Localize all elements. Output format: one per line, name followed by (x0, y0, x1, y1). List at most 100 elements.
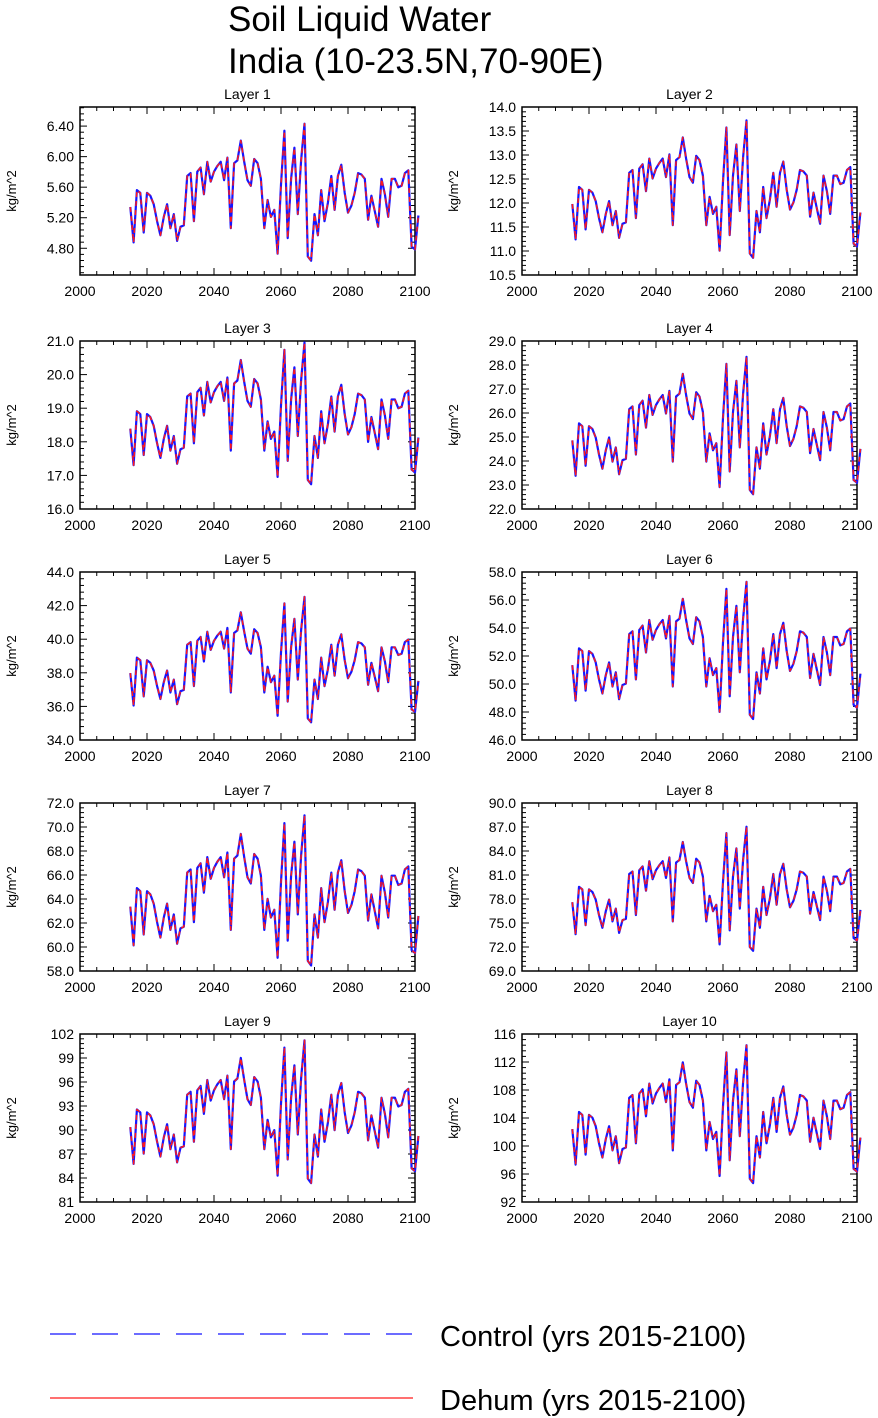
y-tick-label: 12.0 (489, 195, 516, 211)
panel-layer-6: Layer 6 kg/m^2 2000 2020 2040 2060 2080 2100 46.… (446, 551, 873, 764)
series-dehum-line (571, 581, 862, 720)
y-tick-label: 84 (58, 1170, 74, 1186)
x-tick-label: 2080 (332, 979, 363, 995)
x-tick-label: 2060 (707, 979, 738, 995)
series-control-line (571, 580, 862, 721)
legend-label-dehum: Dehum (yrs 2015-2100) (440, 1385, 746, 1417)
y-tick-label: 52.0 (489, 648, 516, 664)
y-axis-label: kg/m^2 (446, 866, 461, 908)
plot-frame (79, 1033, 416, 1203)
y-tick-label: 21.0 (47, 333, 74, 349)
y-tick-label: 50.0 (489, 676, 516, 692)
y-tick-label: 108 (493, 1082, 517, 1098)
series-dehum-line (571, 825, 862, 952)
y-tick-label: 81 (58, 1194, 74, 1210)
y-tick-label: 75.0 (489, 915, 516, 931)
panel-title: Layer 7 (224, 782, 271, 798)
series-dehum-line (571, 1044, 862, 1184)
y-tick-label: 72.0 (47, 795, 74, 811)
y-tick-label: 100 (493, 1138, 517, 1154)
y-tick-label: 84.0 (489, 843, 516, 859)
panel-title: Layer 6 (666, 551, 713, 567)
y-tick-label: 42.0 (47, 598, 74, 614)
y-tick-label: 44.0 (47, 564, 74, 580)
y-tick-label: 19.0 (47, 400, 74, 416)
x-tick-label: 2040 (198, 283, 229, 299)
panel-layer-4: Layer 4 kg/m^2 2000 2020 2040 2060 2080 2100 22.… (446, 320, 873, 533)
x-tick-label: 2080 (332, 748, 363, 764)
x-tick-label: 2020 (573, 748, 604, 764)
y-tick-label: 69.0 (489, 963, 516, 979)
x-tick-label: 2020 (131, 979, 162, 995)
panel-layer-9: Layer 9 kg/m^2 2000 2020 2040 2060 2080 2100 81 8… (4, 1013, 431, 1226)
panel-layer-8: Layer 8 kg/m^2 2000 2020 2040 2060 2080 2100 69.… (446, 782, 873, 995)
series-dehum-line (129, 122, 420, 262)
x-tick-label: 2020 (131, 517, 162, 533)
series-dehum-line (129, 814, 420, 967)
y-tick-label: 24.0 (489, 453, 516, 469)
y-tick-label: 60.0 (47, 939, 74, 955)
series-control-line (129, 595, 420, 724)
x-tick-label: 2080 (332, 517, 363, 533)
x-tick-label: 2000 (506, 517, 537, 533)
y-tick-label: 20.0 (47, 367, 74, 383)
y-axis-label: kg/m^2 (446, 1097, 461, 1139)
x-tick-label: 2060 (265, 283, 296, 299)
x-tick-label: 2040 (640, 979, 671, 995)
y-axis-label: kg/m^2 (446, 170, 461, 212)
y-tick-label: 13.0 (489, 147, 516, 163)
plot-frame (79, 340, 416, 510)
x-tick-label: 2080 (332, 1210, 363, 1226)
panel-layer-2: Layer 2 kg/m^2 2000 2020 2040 2060 2080 2100 10.… (446, 86, 873, 299)
x-tick-label: 2000 (506, 979, 537, 995)
y-tick-label: 102 (51, 1026, 75, 1042)
series-control-line (571, 1044, 862, 1185)
series-control-line (571, 355, 862, 496)
y-tick-label: 112 (494, 1054, 517, 1070)
panel-title: Layer 8 (666, 782, 713, 798)
series-control-line (129, 122, 420, 262)
panel-layer-5: Layer 5 kg/m^2 2000 2020 2040 2060 2080 2100 34.… (4, 551, 431, 764)
x-tick-label: 2100 (841, 979, 872, 995)
x-tick-label: 2060 (707, 1210, 738, 1226)
legend-label-control: Control (yrs 2015-2100) (440, 1321, 746, 1353)
x-tick-label: 2100 (399, 517, 430, 533)
legend: Control (yrs 2015-2100) Dehum (yrs 2015-… (50, 1321, 746, 1417)
panel-title: Layer 9 (224, 1013, 271, 1029)
y-tick-label: 22.0 (489, 501, 516, 517)
y-tick-label: 62.0 (47, 915, 74, 931)
y-tick-label: 46.0 (489, 732, 516, 748)
series-control-line (571, 825, 862, 952)
y-tick-label: 11.0 (490, 243, 516, 259)
y-axis-label: kg/m^2 (4, 404, 19, 446)
y-tick-label: 26.0 (489, 405, 516, 421)
x-tick-label: 2000 (64, 979, 95, 995)
x-tick-label: 2000 (64, 748, 95, 764)
plot-frame (521, 1033, 858, 1203)
y-tick-label: 90 (58, 1122, 74, 1138)
y-tick-label: 25.0 (489, 429, 516, 445)
x-tick-label: 2060 (265, 517, 296, 533)
x-tick-label: 2100 (841, 1210, 872, 1226)
x-tick-label: 2020 (131, 283, 162, 299)
x-tick-label: 2000 (64, 283, 95, 299)
x-tick-label: 2040 (198, 517, 229, 533)
y-tick-label: 29.0 (489, 333, 516, 349)
y-tick-label: 58.0 (47, 963, 74, 979)
y-tick-label: 6.00 (47, 149, 74, 165)
panel-layer-7: Layer 7 kg/m^2 2000 2020 2040 2060 2080 2100 58.… (4, 782, 431, 995)
x-tick-label: 2020 (131, 748, 162, 764)
series-dehum-line (129, 341, 420, 485)
y-tick-label: 96 (58, 1074, 74, 1090)
x-tick-label: 2000 (506, 748, 537, 764)
y-axis-label: kg/m^2 (4, 1097, 19, 1139)
y-tick-label: 5.20 (47, 210, 74, 226)
y-tick-label: 18.0 (47, 434, 74, 450)
x-tick-label: 2100 (841, 283, 872, 299)
y-axis-label: kg/m^2 (4, 635, 19, 677)
x-tick-label: 2080 (774, 1210, 805, 1226)
panel-title: Layer 4 (666, 320, 713, 336)
y-tick-label: 96 (500, 1166, 516, 1182)
x-tick-label: 2020 (573, 283, 604, 299)
